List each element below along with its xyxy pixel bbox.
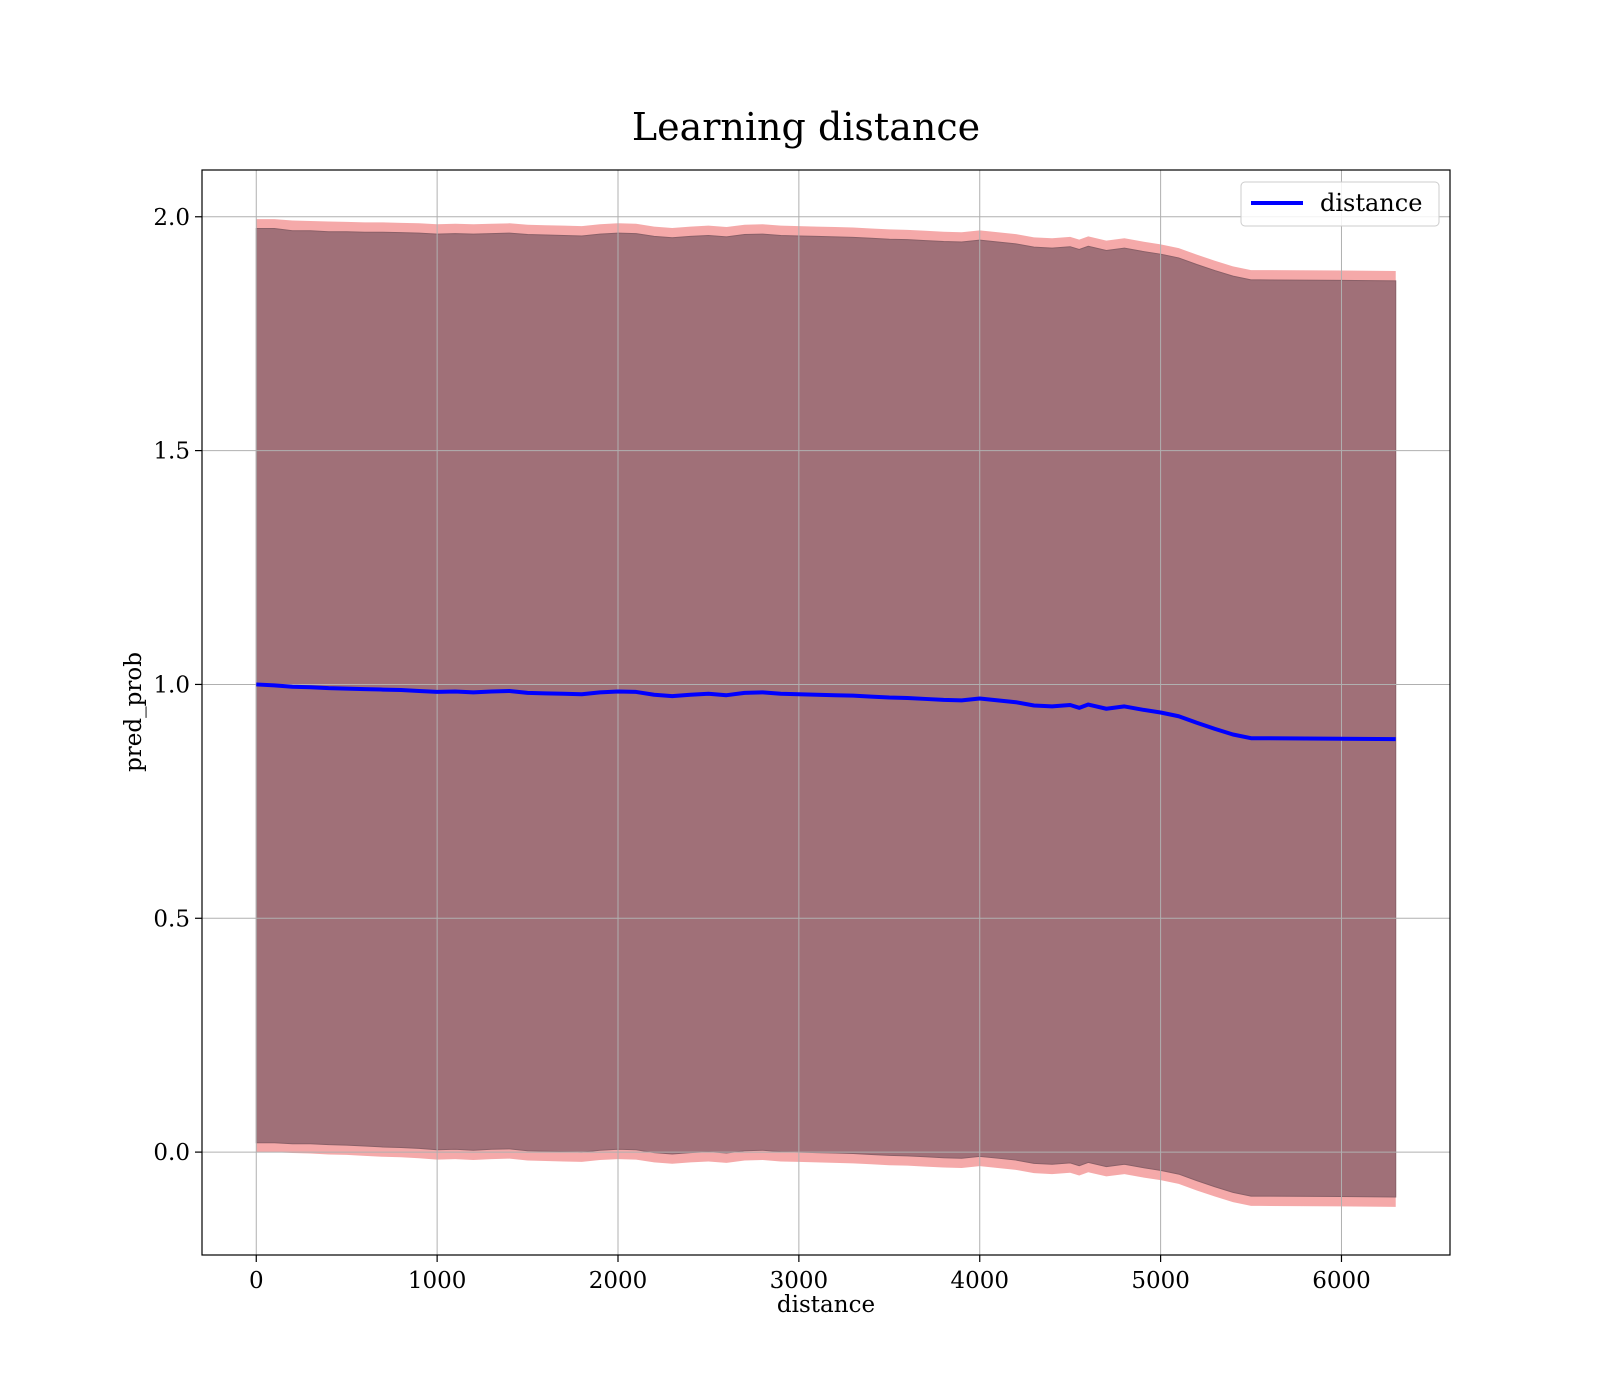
y-axis-label: pred_prob [121, 652, 147, 772]
plot-frame [201, 169, 1451, 1256]
legend-entry-distance: distance [1320, 189, 1422, 217]
y-tick-label: 1.5 [153, 439, 190, 465]
legend: distance [1240, 181, 1440, 227]
x-axis-ticks: 0 1000 2000 3000 4000 5000 6000 [249, 1255, 1371, 1294]
plot-area [201, 169, 1451, 1256]
chart-title: Learning distance [632, 105, 980, 149]
x-tick-label: 2000 [589, 1268, 648, 1294]
y-tick-label: 1.0 [153, 672, 190, 698]
y-tick-label: 0.0 [153, 1140, 190, 1166]
legend-box [1240, 181, 1440, 227]
y-tick-label: 0.5 [153, 906, 190, 932]
x-tick-label: 4000 [950, 1268, 1009, 1294]
confidence-bands [255, 219, 1397, 1207]
y-axis-ticks: 0.0 0.5 1.0 1.5 2.0 [153, 205, 202, 1166]
x-tick-label: 1000 [408, 1268, 467, 1294]
series-line-distance [256, 682, 1396, 742]
grid-lines [202, 170, 1450, 1255]
x-tick-label: 0 [249, 1268, 264, 1294]
x-tick-label: 6000 [1312, 1268, 1371, 1294]
x-tick-label: 3000 [770, 1268, 829, 1294]
band-inner [255, 227, 1397, 1198]
y-tick-label: 2.0 [153, 205, 190, 231]
x-tick-label: 5000 [1131, 1268, 1190, 1294]
series-lines [256, 682, 1396, 742]
x-axis-label: distance [777, 1292, 875, 1318]
